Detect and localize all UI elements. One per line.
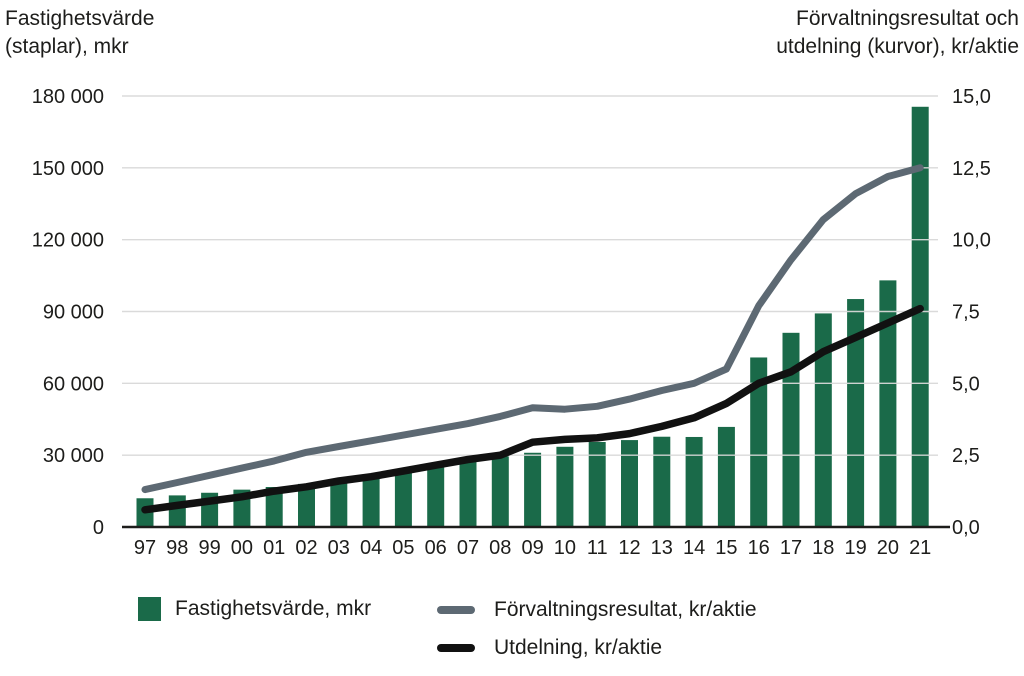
bar xyxy=(685,436,703,527)
legend-label-utdelning: Utdelning, kr/aktie xyxy=(494,636,663,659)
x-tick-label: 99 xyxy=(198,537,220,559)
y-tick-label-right: 7,5 xyxy=(952,302,980,324)
x-tick-label: 03 xyxy=(328,537,350,559)
bar xyxy=(782,332,800,527)
x-tick-label: 21 xyxy=(909,537,931,559)
x-tick-label: 17 xyxy=(780,537,802,559)
y-tick-label-left: 60 000 xyxy=(43,373,104,395)
x-tick-label: 19 xyxy=(844,537,866,559)
legend-label-fastighetsvarde: Fastighetsvärde, mkr xyxy=(175,597,372,620)
right-axis-title: Förvaltningsresultat och utdelning (kurv… xyxy=(776,5,1019,61)
x-tick-label: 10 xyxy=(554,537,576,559)
bar xyxy=(621,440,638,527)
bar xyxy=(879,280,897,527)
legend-item-forvaltningsresultat: Förvaltningsresultat, kr/aktie xyxy=(437,598,757,622)
y-tick-label-left: 150 000 xyxy=(32,158,104,180)
x-tick-label: 12 xyxy=(618,537,640,559)
bar xyxy=(717,426,735,527)
right-axis-title-line1: Förvaltningsresultat och xyxy=(796,7,1019,30)
y-tick-label-left: 180 000 xyxy=(32,86,104,108)
x-tick-label: 15 xyxy=(715,537,737,559)
x-tick-label: 98 xyxy=(166,537,188,559)
x-tick-label: 05 xyxy=(392,537,414,559)
x-tick-label: 04 xyxy=(360,537,382,559)
x-tick-label: 20 xyxy=(877,537,899,559)
y-tick-label-right: 15,0 xyxy=(952,86,991,108)
legend-label-forvaltningsresultat: Förvaltningsresultat, kr/aktie xyxy=(494,598,757,621)
bar xyxy=(394,470,412,527)
left-axis-title-line2: (staplar), mkr xyxy=(5,35,129,58)
x-tick-label: 11 xyxy=(587,537,608,559)
y-tick-label-right: 2,5 xyxy=(952,445,980,467)
bar xyxy=(298,483,315,527)
x-tick-label: 02 xyxy=(295,537,317,559)
left-axis-title: Fastighetsvärde (staplar), mkr xyxy=(5,5,154,61)
x-tick-label: 16 xyxy=(748,537,770,559)
bar xyxy=(524,452,542,527)
x-tick-label: 09 xyxy=(521,537,543,559)
x-tick-label: 97 xyxy=(134,537,156,559)
x-tick-label: 06 xyxy=(425,537,447,559)
x-tick-label: 08 xyxy=(489,537,511,559)
x-tick-label: 13 xyxy=(651,537,673,559)
bar xyxy=(427,464,445,527)
gray-line-swatch-icon xyxy=(437,606,475,614)
bar xyxy=(653,436,671,527)
bar xyxy=(330,480,348,527)
legend-item-fastighetsvarde: Fastighetsvärde, mkr xyxy=(138,597,371,621)
x-tick-label: 01 xyxy=(263,537,285,559)
y-tick-label-left: 0 xyxy=(93,517,104,539)
bar xyxy=(168,495,186,527)
line-forvaltningsresultat xyxy=(141,164,924,494)
bar xyxy=(847,299,865,527)
y-tick-label-right: 0,0 xyxy=(952,517,980,539)
bar xyxy=(814,313,832,527)
bar xyxy=(459,458,477,527)
y-tick-label-right: 10,0 xyxy=(952,230,991,252)
bar xyxy=(265,487,283,527)
bar xyxy=(750,357,768,527)
legend-item-utdelning: Utdelning, kr/aktie xyxy=(437,636,662,660)
y-tick-label-left: 120 000 xyxy=(32,230,104,252)
x-tick-label: 18 xyxy=(812,537,834,559)
left-axis-title-line1: Fastighetsvärde xyxy=(5,7,155,30)
y-tick-label-left: 90 000 xyxy=(43,302,104,324)
bar xyxy=(556,446,574,527)
bar xyxy=(911,106,929,528)
bar xyxy=(362,476,380,527)
bar xyxy=(491,456,509,527)
black-line-swatch-icon xyxy=(437,644,475,652)
line-utdelning xyxy=(141,304,924,514)
y-tick-label-left: 30 000 xyxy=(43,445,104,467)
right-axis-title-line2: utdelning (kurvor), kr/aktie xyxy=(776,35,1019,58)
y-tick-label-right: 12,5 xyxy=(952,158,991,180)
x-tick-label: 14 xyxy=(683,537,705,559)
bar xyxy=(588,441,606,527)
bar-swatch-icon xyxy=(138,597,161,621)
x-tick-label: 00 xyxy=(231,537,253,559)
y-tick-label-right: 5,0 xyxy=(952,373,980,395)
x-tick-label: 07 xyxy=(457,537,479,559)
